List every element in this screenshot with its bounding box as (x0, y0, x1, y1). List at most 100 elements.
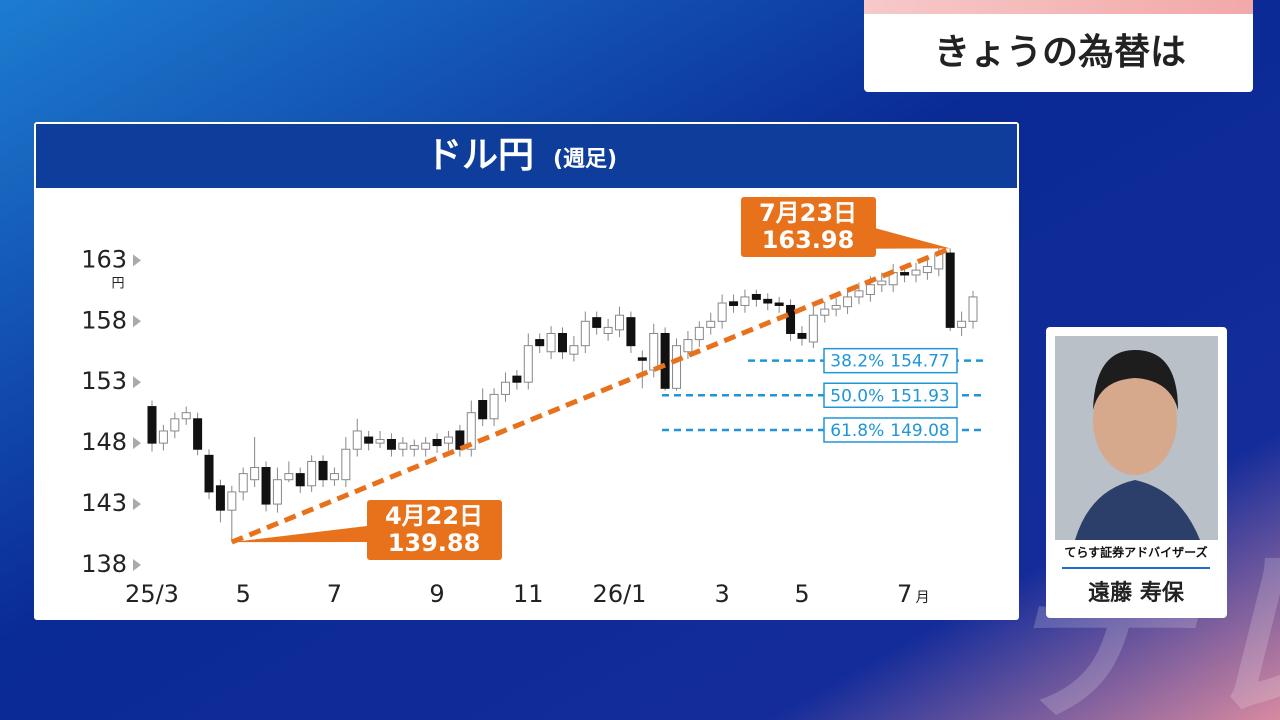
fib-box (823, 347, 958, 374)
candle-body (683, 339, 693, 353)
candle-body (603, 326, 613, 334)
candle-body (432, 438, 442, 447)
candle-body (877, 280, 887, 286)
x-tick-label: 3 (714, 580, 729, 608)
candle-body (945, 252, 955, 328)
chart-subtitle: (週足) (553, 147, 617, 172)
callout-date: 7月23日 (759, 199, 857, 227)
candle-body (295, 473, 305, 487)
candle-body (934, 253, 944, 270)
candle-body (500, 381, 510, 395)
y-tick-mark (133, 376, 141, 389)
candle-body (478, 400, 488, 420)
candle-body (706, 320, 716, 328)
chart-title: ドル円 (426, 135, 534, 176)
candle-body (831, 304, 841, 310)
candle-body (922, 265, 932, 274)
y-unit: 円 (111, 277, 124, 292)
candle-body (455, 430, 465, 450)
fib-label: 61.8% 149.08 (830, 421, 950, 441)
commentator-name: 遠藤 寿保 (1088, 580, 1185, 606)
photo-face (1093, 365, 1177, 475)
chart-header (36, 124, 1017, 188)
callout-pointer (871, 227, 951, 249)
candle-body (307, 460, 317, 487)
fib-value: 149.08 (890, 421, 949, 441)
candle-body (227, 491, 237, 511)
commentator-company: てらす証券アドバイザーズ (1064, 545, 1207, 560)
candle-body (649, 332, 659, 371)
candle-body (181, 412, 191, 420)
x-tick-label: 26/1 (593, 580, 647, 608)
x-tick-label: 5 (794, 580, 809, 608)
fib-ratio: 61.8% (830, 421, 884, 441)
candle-body (820, 308, 830, 316)
candle-body (352, 430, 362, 450)
candle-body (637, 357, 647, 361)
candle-body (957, 320, 967, 328)
candle-body (250, 467, 260, 481)
x-tick-label: 25/3 (125, 580, 179, 608)
candle-body (911, 269, 921, 276)
x-tick-label: 5 (236, 580, 251, 608)
page-title: きょうの為替は (934, 32, 1186, 73)
candle-body (843, 296, 853, 308)
candle-body (318, 460, 328, 481)
y-tick-mark (133, 315, 141, 328)
fib-ratio: 38.2% (830, 352, 884, 372)
candle-body (751, 293, 761, 300)
candle-body (147, 406, 157, 444)
candle-body (535, 339, 545, 347)
y-tick-label: 153 (81, 367, 127, 395)
candle-body (660, 332, 670, 389)
x-tick-label: 11 (513, 580, 544, 608)
candle-body (466, 412, 476, 450)
candle-body (375, 438, 385, 444)
fib-value: 154.77 (890, 352, 949, 372)
photo-body (1075, 480, 1200, 540)
y-tick-mark (133, 254, 141, 267)
fib-value: 151.93 (890, 386, 949, 406)
y-tick-mark (133, 559, 141, 571)
candle-body (774, 302, 784, 306)
candle-body (398, 442, 408, 450)
candle-body (284, 473, 294, 481)
candle-body (900, 272, 910, 276)
trend-line (230, 246, 952, 545)
candle-body (694, 326, 704, 341)
candle-body (626, 317, 636, 347)
y-tick-label: 163 (81, 245, 127, 273)
y-tick-label: 148 (81, 428, 127, 456)
candle-body (238, 473, 248, 493)
callout-value: 139.88 (388, 529, 481, 557)
callout-box (367, 500, 502, 560)
callout-pointer (231, 526, 373, 543)
y-tick-mark (133, 437, 141, 450)
fib-label: 38.2% 154.77 (830, 352, 950, 372)
candle-body (558, 332, 567, 353)
x-tick-label: 7 (327, 580, 342, 608)
x-tick-label: 7 (897, 580, 912, 608)
x-unit: 月 (916, 590, 930, 606)
candle-body (740, 296, 750, 306)
candle-body (409, 445, 419, 450)
callout-box (741, 197, 876, 257)
candle-body (158, 430, 168, 444)
fib-label: 50.0% 151.93 (830, 386, 950, 406)
y-tick-label: 138 (81, 550, 127, 578)
candle-body (786, 304, 796, 334)
candle-body (569, 345, 579, 355)
candle-body (443, 436, 453, 444)
title-box (864, 0, 1253, 92)
candle-body (489, 393, 499, 420)
candle-body (615, 314, 625, 331)
candle-body (341, 448, 351, 481)
fib-box (823, 382, 958, 409)
candle-body (580, 320, 590, 347)
x-tick-label: 9 (429, 580, 444, 608)
candle-body (763, 298, 773, 304)
candle-body (968, 296, 978, 322)
candle-body (215, 485, 225, 511)
candle-body (421, 442, 431, 450)
candle-body (329, 473, 339, 481)
